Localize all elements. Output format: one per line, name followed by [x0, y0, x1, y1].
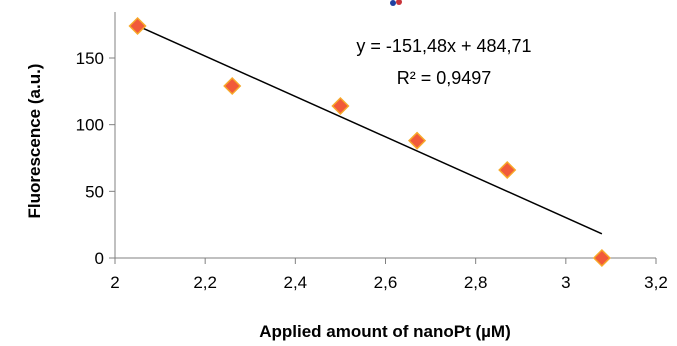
trendline-equation: y = -151,48x + 484,71: [356, 36, 531, 56]
y-tick-label: 50: [85, 182, 104, 201]
x-tick-label: 3,2: [644, 273, 668, 292]
data-point: [128, 16, 147, 36]
x-tick-label: 2,6: [374, 273, 398, 292]
x-axis: 2 2,2 2,4 2,6 2,8 3 3,2: [110, 257, 668, 292]
data-point: [407, 131, 427, 150]
data-point: [592, 248, 611, 268]
r-squared: R² = 0,9497: [397, 68, 492, 88]
y-tick-label: 0: [95, 249, 104, 268]
y-tick-label: 150: [76, 49, 104, 68]
x-tick-label: 2,4: [284, 273, 308, 292]
x-tick-label: 3: [561, 273, 570, 292]
x-tick-label: 2,8: [464, 273, 488, 292]
data-point: [331, 96, 350, 116]
data-point: [498, 160, 517, 180]
x-tick-label: 2,2: [193, 273, 217, 292]
partial-image-fragment: [390, 0, 402, 6]
y-axis-title: Fluorescence (a.u.): [25, 64, 44, 219]
y-tick-label: 100: [76, 116, 104, 135]
data-point: [223, 76, 242, 96]
x-tick-label: 2: [110, 273, 119, 292]
x-axis-title: Applied amount of nanoPt (µM): [259, 322, 511, 341]
y-axis: 0 50 100 150: [76, 12, 116, 268]
trendline: [137, 25, 603, 235]
